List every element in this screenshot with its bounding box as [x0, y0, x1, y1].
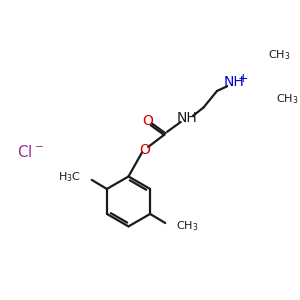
Text: CH$_3$: CH$_3$ [276, 92, 298, 106]
Text: NH: NH [223, 75, 244, 89]
Text: O: O [139, 143, 150, 157]
Text: H$_3$C: H$_3$C [58, 170, 81, 184]
Text: CH$_3$: CH$_3$ [268, 48, 291, 62]
Text: NH: NH [176, 111, 197, 125]
Text: Cl$^-$: Cl$^-$ [17, 143, 44, 160]
Text: CH$_3$: CH$_3$ [176, 219, 198, 233]
Text: +: + [237, 72, 248, 85]
Text: O: O [142, 114, 153, 128]
